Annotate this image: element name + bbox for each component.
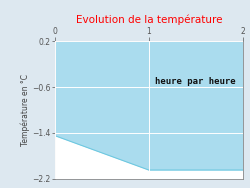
Y-axis label: Température en °C: Température en °C <box>20 74 30 146</box>
Text: heure par heure: heure par heure <box>155 77 236 86</box>
Title: Evolution de la température: Evolution de la température <box>76 14 222 25</box>
